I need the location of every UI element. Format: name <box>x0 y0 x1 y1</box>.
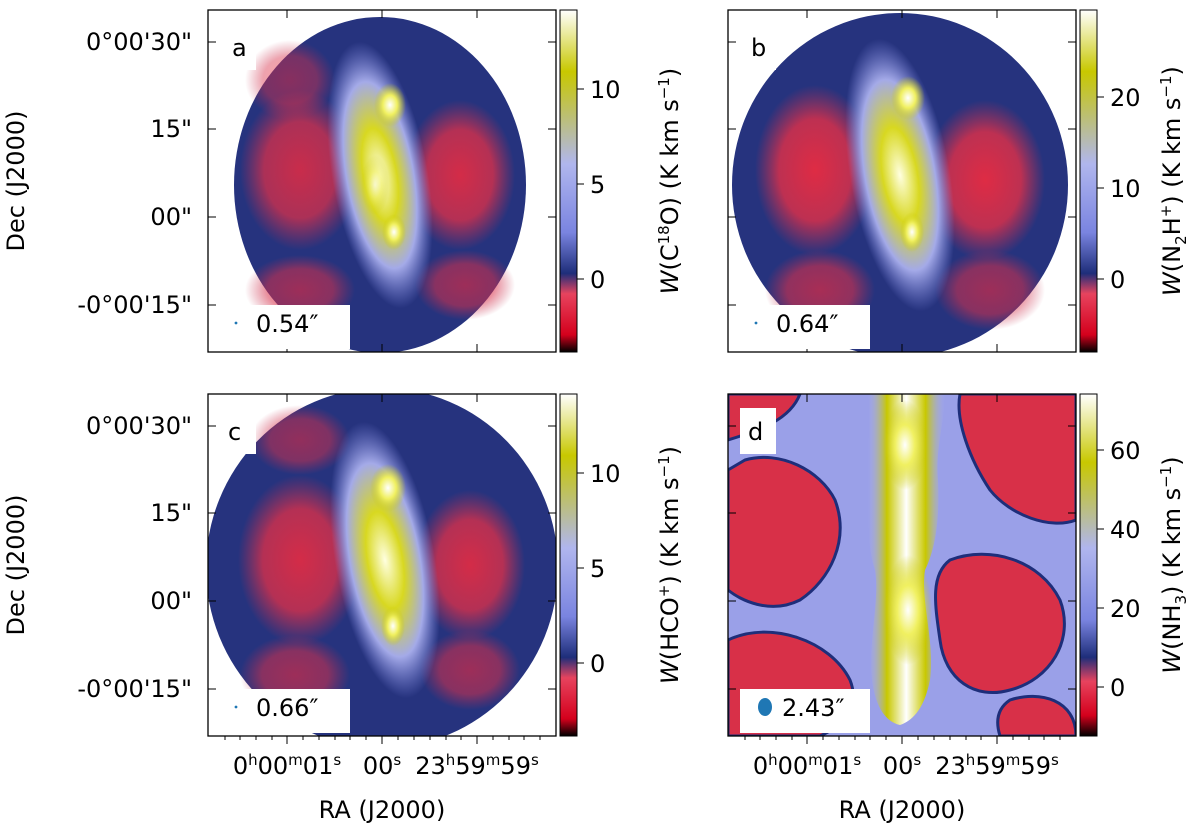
panel-a-image <box>234 17 526 352</box>
panel-d-cbar-tick: 20 <box>1110 595 1141 623</box>
panel-b: b 0.64″ 20 10 0 W(N2H+) (K km s−1) <box>727 9 1190 353</box>
panel-d-xtick: 23h59m59s <box>935 751 1059 780</box>
panel-c-cbar-tick: 10 <box>590 460 621 488</box>
panel-a: a 0.54″ 0°00'30" 15" 00" -0°00'15" Dec (… <box>2 9 684 353</box>
panel-b-cbar-tick: 0 <box>1110 266 1125 294</box>
panel-a-beam-marker <box>234 321 238 325</box>
panel-c-letter: c <box>228 418 241 446</box>
panel-d-colorbar <box>1079 393 1098 737</box>
panel-a-ticks <box>208 10 556 352</box>
panel-a-ytick: -0°00'15" <box>77 291 192 319</box>
panel-a-cbar-tick: 5 <box>590 171 605 199</box>
panel-c-colorbar <box>559 393 578 737</box>
panel-c-ytick: -0°00'15" <box>77 675 192 703</box>
panel-a-ytick: 00" <box>150 203 192 231</box>
panel-c-beam-label: 0.66″ <box>256 694 318 722</box>
panel-d: d 2.43″ 0h00m01s 00s 23h59m59s RA (J2000… <box>727 393 1190 824</box>
panel-c: c 0.66″ 0°00'30" 15" 00" -0°00'15" Dec (… <box>2 393 684 824</box>
panel-d-letter: d <box>748 418 763 446</box>
panel-d-cbar-tick: 0 <box>1110 674 1125 702</box>
panel-a-beam-label: 0.54″ <box>256 310 318 338</box>
panel-d-image <box>728 394 1076 736</box>
panel-a-ytick: 0°00'30" <box>86 28 192 56</box>
panel-c-ylabel: Dec (J2000) <box>2 495 30 636</box>
panel-b-cbar-tick: 10 <box>1110 175 1141 203</box>
panel-c-beam-marker <box>234 705 238 709</box>
panel-b-beam-label: 0.64″ <box>776 310 838 338</box>
panel-c-cbar-tick: 0 <box>590 650 605 678</box>
panel-c-ytick: 00" <box>150 587 192 615</box>
panel-d-xtick: 00s <box>883 751 922 780</box>
panel-b-cbar-label: W(N2H+) (K km s−1) <box>1157 66 1190 296</box>
panel-d-cbar-tick: 60 <box>1110 437 1141 465</box>
panel-c-cbar-label: W(HCO+) (K km s−1) <box>655 446 684 684</box>
panel-a-cbar-label: W(C18O) (K km s−1) <box>655 68 684 294</box>
panel-c-xtick: 23h59m59s <box>415 751 539 780</box>
panel-d-xlabel: RA (J2000) <box>839 796 966 824</box>
panel-c-xtick: 0h00m01s <box>233 751 342 780</box>
panel-c-xlabel: RA (J2000) <box>319 796 446 824</box>
panel-b-beam-marker <box>754 321 758 325</box>
panel-c-image <box>208 394 556 736</box>
panel-c-xticks: 0h00m01s 00s 23h59m59s <box>233 751 539 780</box>
panel-a-colorbar <box>559 9 578 353</box>
panel-d-beam-label: 2.43″ <box>782 694 844 722</box>
panel-c-ytick: 0°00'30" <box>86 412 192 440</box>
panel-d-xticks: 0h00m01s 00s 23h59m59s <box>753 751 1059 780</box>
panel-c-ticks <box>208 394 556 744</box>
panel-a-cbar-tick: 10 <box>590 76 621 104</box>
panel-a-ytick: 15" <box>150 115 192 143</box>
panel-d-cbar-tick: 40 <box>1110 516 1141 544</box>
panel-a-yticks: 0°00'30" 15" 00" -0°00'15" <box>77 28 192 319</box>
panel-d-xtick: 0h00m01s <box>753 751 862 780</box>
panel-c-ytick: 15" <box>150 499 192 527</box>
panel-b-cbar-tick: 20 <box>1110 84 1141 112</box>
panel-c-xtick: 00s <box>363 751 402 780</box>
panel-d-beam-marker <box>758 698 772 716</box>
panel-a-ylabel: Dec (J2000) <box>2 111 30 252</box>
panel-b-colorbar <box>1079 9 1098 353</box>
panel-a-letter: a <box>232 34 247 62</box>
panel-d-ticks <box>728 394 1076 744</box>
panel-d-cbar-label: W(NH3) (K km s−1) <box>1157 456 1190 673</box>
panel-c-cbar-tick: 5 <box>590 555 605 583</box>
panel-c-yticks: 0°00'30" 15" 00" -0°00'15" <box>77 412 192 703</box>
panel-b-letter: b <box>751 34 766 62</box>
panel-b-ticks <box>728 10 1076 352</box>
panel-a-cbar-tick: 0 <box>590 266 605 294</box>
